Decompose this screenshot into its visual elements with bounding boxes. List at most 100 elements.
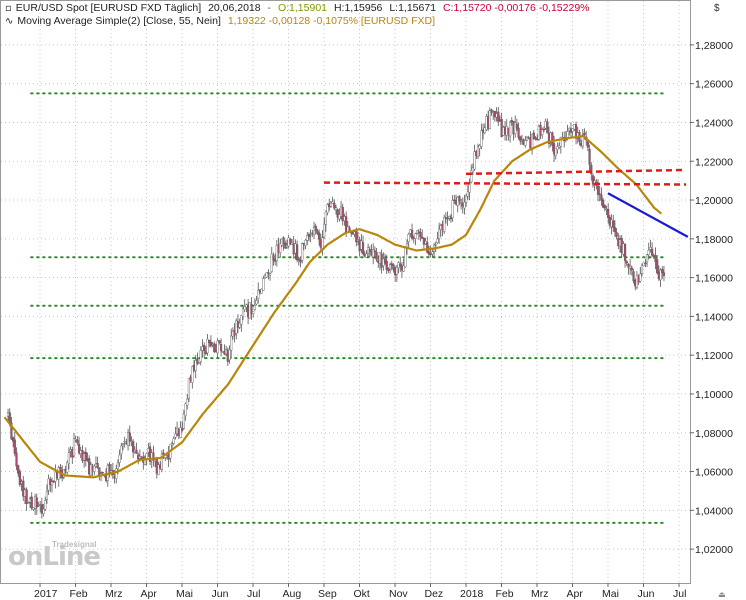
candle-body xyxy=(84,451,87,461)
candle-body xyxy=(434,244,437,246)
moving-average-line xyxy=(3,134,662,479)
candle-body xyxy=(301,243,304,261)
candle-body xyxy=(299,260,302,263)
candle-body xyxy=(279,243,282,253)
horizontal-levels xyxy=(30,92,666,524)
candle-body xyxy=(574,124,578,139)
candle-body xyxy=(546,121,549,134)
y-tick-label: 1,10000 xyxy=(695,389,733,401)
candle-body xyxy=(336,209,339,218)
candle-body xyxy=(581,134,584,147)
candle-body xyxy=(438,228,441,240)
candle-body xyxy=(219,344,223,352)
y-tick-label: 1,24000 xyxy=(695,117,733,129)
candle-body xyxy=(272,255,275,261)
candle-body xyxy=(260,288,263,294)
x-tick-label: Dez xyxy=(425,588,444,600)
candle-body xyxy=(473,151,476,170)
moving-average-path xyxy=(3,134,662,479)
candle-body xyxy=(268,273,272,276)
candle-body xyxy=(627,264,630,268)
candle-body xyxy=(419,232,422,237)
candle-body xyxy=(317,232,321,240)
candle-body xyxy=(515,124,518,129)
candle-body xyxy=(289,238,292,245)
legend-close: C:1,15720 -0,00176 -0,15229% xyxy=(442,2,590,14)
candle-body xyxy=(265,272,268,278)
candle-body xyxy=(152,452,155,461)
legend-date: 20,06,2018 xyxy=(208,2,261,14)
candle-body xyxy=(186,398,189,406)
moving-average-legend: ∿ Moving Average Simple(2) [Close, 55, Ne… xyxy=(5,15,439,27)
candle-body xyxy=(534,137,537,139)
candle-body xyxy=(524,140,527,146)
candle-body xyxy=(446,217,449,220)
candle-body xyxy=(421,236,424,239)
candle-body xyxy=(194,360,197,372)
candle-body xyxy=(128,432,131,442)
candle-body xyxy=(25,489,28,505)
candle-body xyxy=(463,201,466,209)
candle-body xyxy=(417,231,420,233)
candle-body xyxy=(365,253,368,258)
candle-body xyxy=(243,306,246,310)
candle-body xyxy=(135,450,138,454)
candle-body xyxy=(44,500,47,510)
candle-body xyxy=(304,239,307,246)
candle-body xyxy=(338,214,341,220)
candle-icon: ▫ xyxy=(5,3,12,14)
y-tick-label: 1,14000 xyxy=(695,311,733,323)
candle-body xyxy=(240,315,243,325)
candle-body xyxy=(96,463,99,468)
candle-body xyxy=(59,467,62,472)
legend-ma-value: 1,19322 -0,00128 -0,1075% [EURUSD FXD] xyxy=(227,15,436,27)
line-icon: ∿ xyxy=(5,16,14,27)
x-tick-label: Apr xyxy=(567,588,584,600)
candle-body xyxy=(632,271,635,282)
candle-body xyxy=(213,343,216,353)
candle-body xyxy=(170,443,174,446)
legend-ma-name: Moving Average Simple(2) [Close, 55, Nei… xyxy=(17,15,221,27)
candle-body xyxy=(326,204,329,213)
candle-body xyxy=(216,340,219,354)
y-tick-label: 1,06000 xyxy=(695,467,733,479)
candle-body xyxy=(390,263,393,266)
candle-body xyxy=(530,133,534,151)
candle-body xyxy=(662,272,666,276)
x-tick-label: 2018 xyxy=(460,588,484,600)
candle-body xyxy=(323,223,326,238)
candle-body xyxy=(157,464,160,475)
candle-body xyxy=(42,508,45,514)
candle-body xyxy=(368,249,371,252)
candle-body xyxy=(12,437,15,442)
chart-grid xyxy=(0,0,691,584)
x-tick-label: Jul xyxy=(673,588,686,600)
candle-body xyxy=(483,127,486,133)
candle-body xyxy=(123,441,126,443)
candle-body xyxy=(385,260,388,270)
candle-body xyxy=(517,127,520,138)
candle-body xyxy=(18,471,21,485)
candle-body xyxy=(598,193,601,195)
candle-body xyxy=(542,128,546,131)
candle-body xyxy=(35,497,38,508)
candle-body xyxy=(532,132,535,140)
candle-body xyxy=(296,244,299,261)
candle-body xyxy=(197,362,201,364)
candle-body xyxy=(661,269,664,273)
y-tick-label: 1,28000 xyxy=(695,40,733,52)
candle-body xyxy=(228,349,231,361)
candle-body xyxy=(410,230,414,239)
candle-body xyxy=(203,344,206,352)
x-tick-label: Sep xyxy=(318,588,337,600)
drawn-lines xyxy=(323,168,689,238)
candle-body xyxy=(208,339,211,343)
candle-body xyxy=(375,251,378,260)
candle-body xyxy=(615,232,618,237)
x-tick-label: Mrz xyxy=(105,588,123,600)
candle-body xyxy=(476,146,480,157)
candle-body xyxy=(559,137,562,147)
candle-body xyxy=(414,233,417,239)
candle-body xyxy=(306,235,309,241)
candle-body xyxy=(108,464,111,473)
